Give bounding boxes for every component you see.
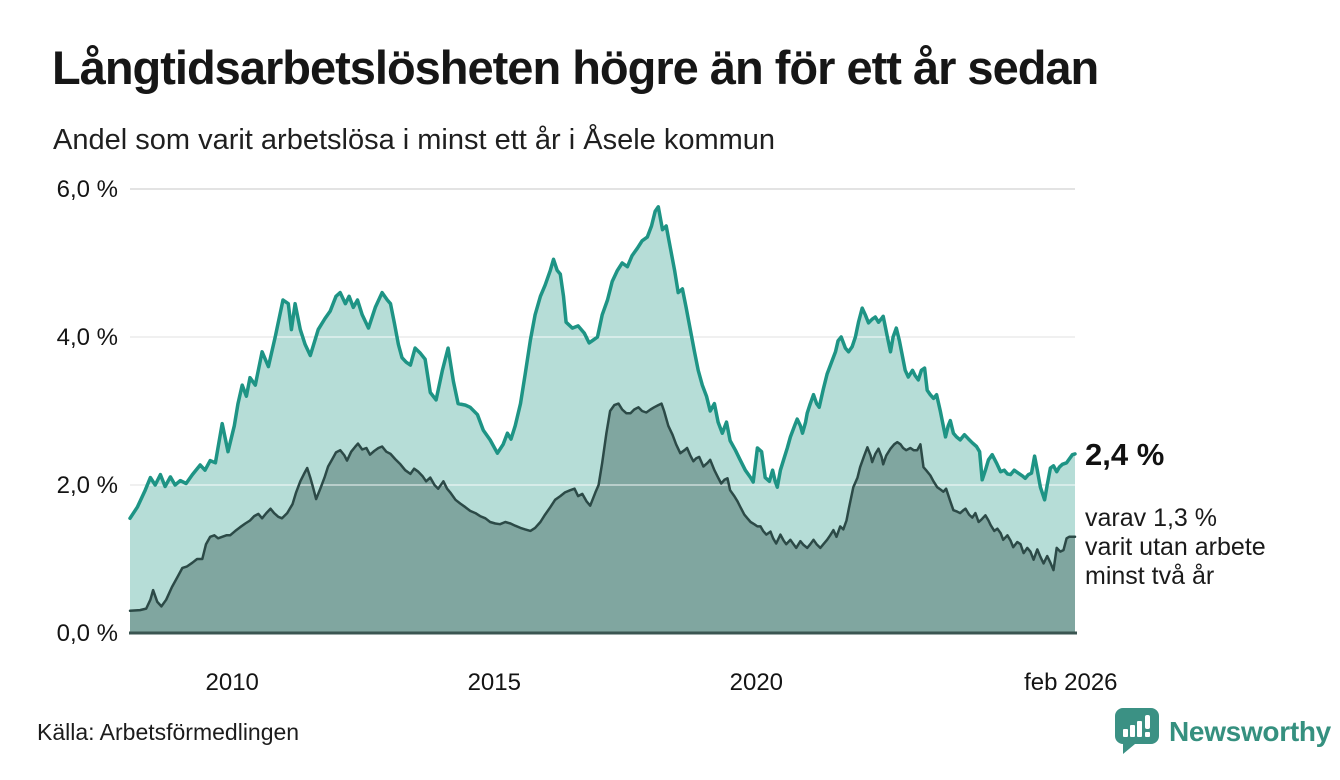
y-tick-label: 0,0 % <box>57 620 118 647</box>
x-tick-label: 2010 <box>206 669 259 696</box>
newsworthy-bubble-chart-icon <box>1115 708 1159 755</box>
detail-line-2: varit utan arbete <box>1085 533 1266 561</box>
x-tick-label: 2015 <box>468 669 521 696</box>
chart-subtitle: Andel som varit arbetslösa i minst ett å… <box>53 124 776 156</box>
detail-line-1: varav 1,3 % <box>1085 504 1218 532</box>
detail-line-3: minst två år <box>1085 562 1215 590</box>
end-value-detail: varav 1,3 % varit utan arbete minst två … <box>1085 504 1266 591</box>
source-credit: Källa: Arbetsförmedlingen <box>37 719 300 745</box>
end-value-label: 2,4 % <box>1085 437 1165 472</box>
line-minst-tva-ar <box>128 402 1077 613</box>
page-title: Långtidsarbetslösheten högre än för ett … <box>52 41 1099 94</box>
y-tick-label: 6,0 % <box>57 176 118 203</box>
area-minst-tva-ar <box>130 403 1075 633</box>
newsworthy-logo: Newsworthy <box>1115 708 1331 755</box>
line-minst-ett-ar <box>128 205 1077 521</box>
x-tick-label: feb 2026 <box>1024 669 1117 696</box>
y-tick-label: 2,0 % <box>57 472 118 499</box>
x-tick-label: 2020 <box>730 669 783 696</box>
y-tick-label: 4,0 % <box>57 324 118 351</box>
newsworthy-wordmark: Newsworthy <box>1169 715 1331 747</box>
